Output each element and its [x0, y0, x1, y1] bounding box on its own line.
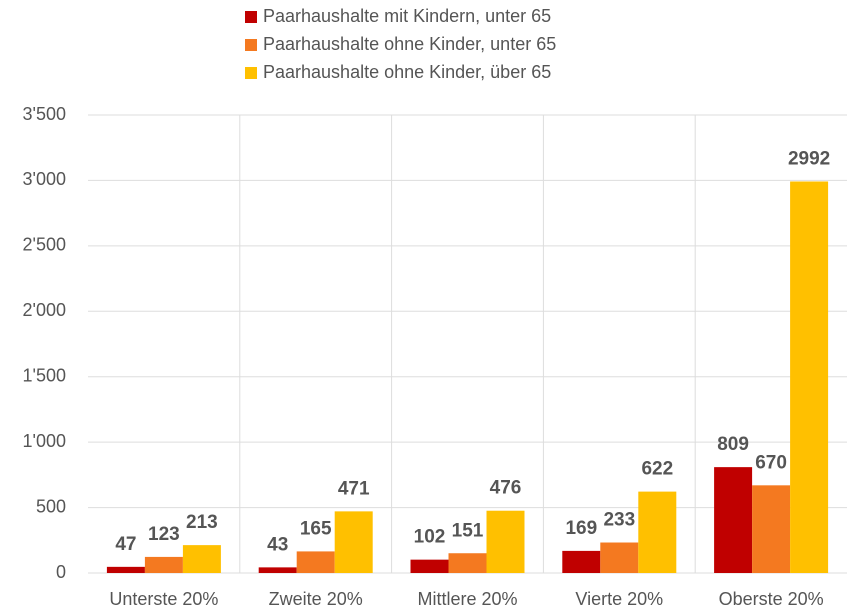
- legend-swatch: [245, 67, 257, 79]
- bar: [638, 491, 677, 573]
- y-tick-label: 500: [36, 496, 66, 516]
- y-tick-label: 0: [56, 562, 66, 582]
- x-tick-label: Oberste 20%: [719, 589, 824, 609]
- x-tick-label: Mittlere 20%: [417, 589, 517, 609]
- y-tick-label: 1'500: [23, 365, 66, 385]
- x-tick-label: Vierte 20%: [575, 589, 663, 609]
- data-label: 102: [414, 527, 446, 548]
- data-label: 471: [338, 478, 370, 499]
- legend-label: Paarhaushalte ohne Kinder, unter 65: [263, 34, 556, 54]
- bar: [144, 556, 183, 573]
- data-label: 670: [755, 452, 787, 473]
- y-tick-label: 2'000: [23, 300, 66, 320]
- legend-label: Paarhaushalte mit Kindern, unter 65: [263, 6, 551, 26]
- legend-label: Paarhaushalte ohne Kinder, über 65: [263, 62, 551, 82]
- data-label: 43: [267, 534, 288, 555]
- data-label: 165: [300, 518, 332, 539]
- bar: [562, 550, 601, 573]
- x-tick-label: Zweite 20%: [269, 589, 363, 609]
- y-tick-label: 3'000: [23, 169, 66, 189]
- y-tick-label: 2'500: [23, 235, 66, 255]
- legend-swatch: [245, 39, 257, 51]
- bar: [486, 510, 525, 573]
- bar: [182, 545, 221, 573]
- bar: [448, 553, 487, 573]
- data-label: 233: [603, 510, 635, 531]
- legend-swatch: [245, 11, 257, 23]
- bar: [714, 467, 753, 573]
- data-label: 809: [717, 434, 749, 455]
- bar: [410, 559, 449, 573]
- data-label: 213: [186, 512, 218, 533]
- bar: [752, 485, 791, 573]
- x-tick-label: Unterste 20%: [109, 589, 218, 609]
- data-label: 47: [115, 534, 136, 555]
- bar: [790, 181, 829, 573]
- bar: [334, 511, 373, 573]
- bar: [106, 566, 145, 573]
- y-tick-label: 1'000: [23, 431, 66, 451]
- data-label: 2992: [788, 148, 830, 169]
- bar: [258, 567, 297, 573]
- data-label: 169: [565, 518, 597, 539]
- data-label: 123: [148, 524, 180, 545]
- y-tick-label: 3'500: [23, 104, 66, 124]
- data-label: 622: [641, 459, 673, 480]
- bar: [600, 542, 639, 573]
- bar: [296, 551, 335, 573]
- data-label: 476: [490, 478, 522, 499]
- data-label: 151: [452, 520, 484, 541]
